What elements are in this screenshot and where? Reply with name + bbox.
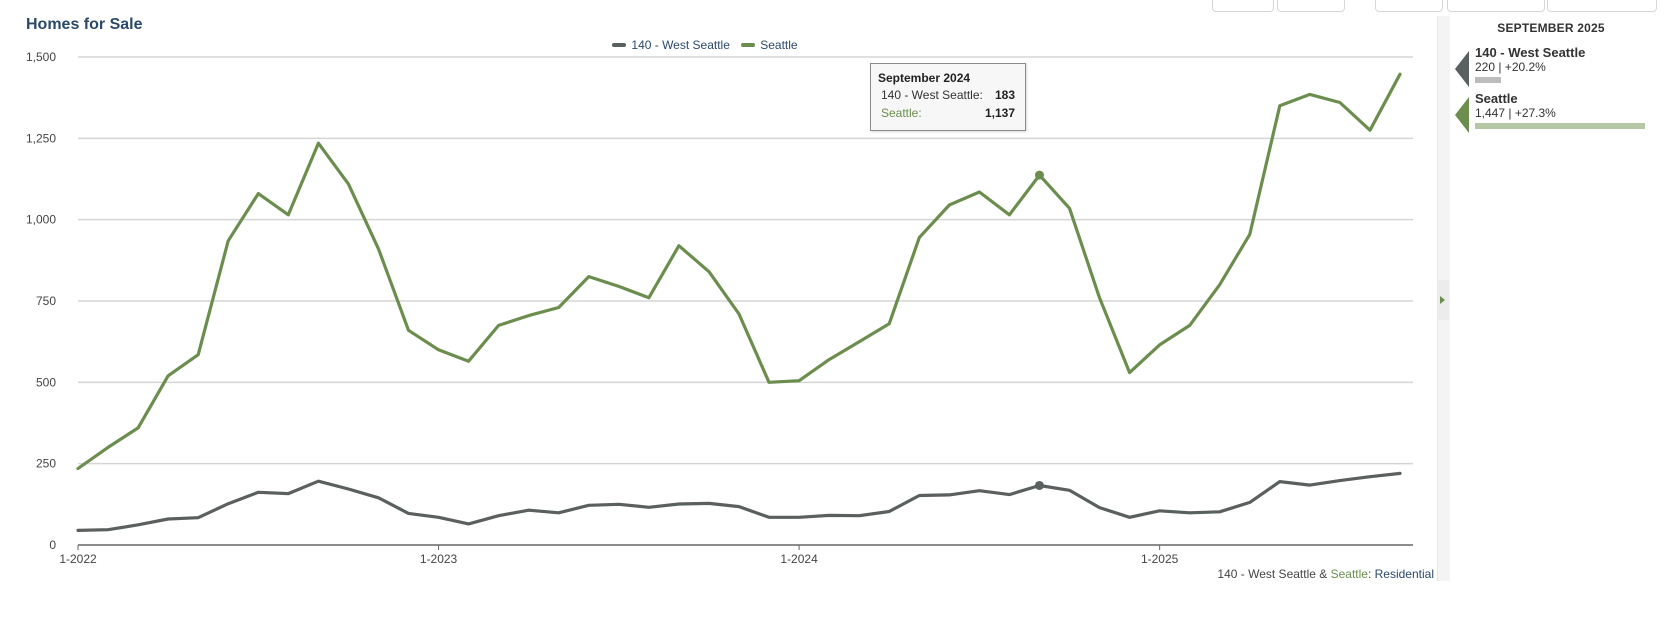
toolbar-button-5[interactable] [1547,0,1657,12]
pointer-icon [1455,97,1469,133]
source-area: 140 - West Seattle [1217,567,1316,581]
x-tick-label: 1-2023 [420,552,458,566]
chart-legend: 140 - West Seattle Seattle [0,38,1410,52]
y-tick-label: 1,500 [26,50,56,64]
source-colon: : [1367,567,1375,581]
toolbar-button-4[interactable] [1447,0,1545,12]
tooltip-value-west-seattle: 183 [994,88,1015,102]
legend-item-west-seattle[interactable]: 140 - West Seattle [612,38,730,52]
source-type[interactable]: Residential [1374,567,1434,581]
highlight-point [1034,480,1044,490]
summary-name-seattle: Seattle [1475,91,1518,106]
x-tick-label: 1-2025 [1141,552,1179,566]
summary-stat-seattle: 1,447 | +27.3% [1475,106,1556,120]
toolbar-button-3[interactable] [1375,0,1443,12]
toolbar-button-1[interactable] [1212,0,1274,12]
series-line-seattle [76,72,1402,471]
tooltip-label-seattle: Seattle: [881,106,922,120]
chart-title: Homes for Sale [26,16,143,33]
summary-date: SEPTEMBER 2025 [1497,21,1605,35]
legend-label-seattle: Seattle [760,38,798,52]
summary-bar-west-seattle [1475,77,1501,83]
y-tick-label: 1,250 [26,131,56,145]
source-city: Seattle [1330,567,1368,581]
summary-name-west-seattle: 140 - West Seattle [1475,45,1586,60]
toolbar-button-2[interactable] [1277,0,1345,12]
legend-swatch-west-seattle [612,42,627,47]
y-tick-label: 250 [36,457,56,471]
x-tick-label: 1-2022 [59,552,97,566]
y-tick-label: 750 [36,294,56,308]
tooltip-title: September 2024 [878,71,971,85]
tooltip-label-west-seattle: 140 - West Seattle: [881,88,983,102]
x-tick-label: 1-2024 [780,552,818,566]
chart-source: 140 - West Seattle & Seattle: Residentia… [1217,567,1434,581]
y-tick-label: 500 [36,375,56,389]
chart-tooltip: September 2024 140 - West Seattle: 183 S… [870,63,1026,131]
summary-stat-west-seattle: 220 | +20.2% [1475,60,1546,74]
tooltip-value-seattle: 1,137 [984,106,1015,120]
y-tick-label: 0 [49,538,56,552]
series-line-west-seattle [76,471,1402,533]
legend-label-west-seattle: 140 - West Seattle [631,38,730,52]
pointer-icon [1455,51,1469,87]
legend-swatch-seattle [741,42,756,47]
legend-item-seattle[interactable]: Seattle [741,38,798,52]
source-amp: & [1315,567,1331,581]
y-tick-label: 1,000 [26,213,56,227]
chevron-right-icon [1440,296,1445,304]
highlight-point [1034,170,1044,180]
line-chart: 0 250 500 750 1,000 1,250 1,500 1-2022 1-2023 1-2… [26,50,1413,566]
summary-bar-seattle [1475,123,1645,129]
